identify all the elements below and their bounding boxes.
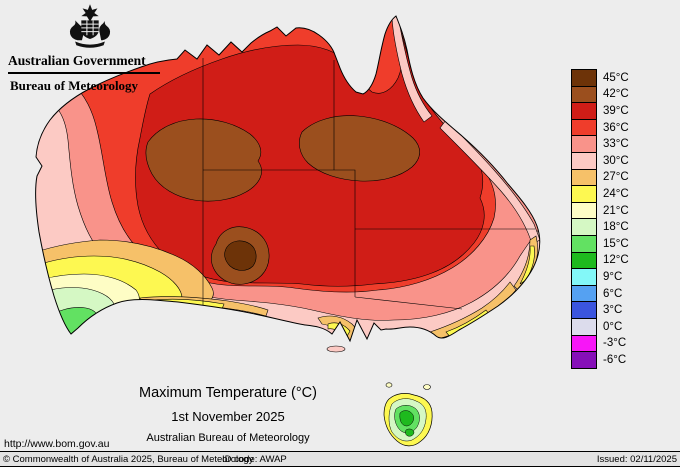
legend-row: 0°C: [571, 317, 629, 336]
legend-row: 24°C: [571, 185, 629, 203]
mainland-coastline: [35, 15, 541, 343]
legend-row: 45°C: [571, 69, 629, 87]
map-title: Maximum Temperature (°C): [139, 385, 317, 401]
legend-swatch: [571, 251, 597, 270]
legend-label: -3°C: [603, 337, 627, 350]
masthead: Australian Government Bureau of Meteorol…: [6, 2, 174, 94]
legend-label: 18°C: [603, 221, 629, 234]
legend-swatch: [571, 234, 597, 253]
footer-issued: Issued: 02/11/2025: [596, 454, 677, 465]
masthead-rule: [8, 72, 160, 74]
footer-copyright: © Commonwealth of Australia 2025, Bureau…: [3, 454, 254, 465]
legend-swatch: [571, 85, 597, 104]
legend-swatch: [571, 301, 597, 319]
legend-label: 6°C: [603, 287, 623, 300]
legend-row: 30°C: [571, 151, 629, 170]
legend-swatch: [571, 135, 597, 153]
bass-strait-island-east: [423, 384, 431, 390]
legend-swatch: [571, 317, 597, 336]
legend-swatch: [571, 201, 597, 220]
legend-row: 6°C: [571, 284, 629, 303]
temp-band-15-southwest: [39, 307, 98, 341]
legend-swatch: [571, 284, 597, 303]
kangaroo-island: [326, 345, 346, 353]
legend-row: 12°C: [571, 251, 629, 270]
legend-row: -6°C: [571, 351, 629, 369]
legend-label: 30°C: [603, 154, 629, 167]
legend-swatch: [571, 351, 597, 369]
bureau-title: Bureau of Meteorology: [10, 78, 139, 93]
temp-band-45-core: [224, 240, 257, 271]
bass-strait-island-west: [385, 382, 393, 388]
footer-id-code: ID code: AWAP: [222, 454, 287, 465]
legend-label: 12°C: [603, 254, 629, 267]
legend-label: 0°C: [603, 320, 623, 333]
legend-row: -3°C: [571, 334, 629, 353]
legend-row: 21°C: [571, 201, 629, 220]
footer-bar: © Commonwealth of Australia 2025, Bureau…: [0, 451, 680, 467]
legend-row: 3°C: [571, 301, 629, 319]
legend-label: 24°C: [603, 187, 629, 200]
coat-of-arms-icon: [69, 4, 111, 48]
legend-row: 9°C: [571, 268, 629, 286]
legend-row: 18°C: [571, 218, 629, 236]
legend-swatch: [571, 218, 597, 236]
legend-label: 33°C: [603, 138, 629, 151]
legend-row: 15°C: [571, 234, 629, 253]
legend-label: 27°C: [603, 171, 629, 184]
legend-label: 42°C: [603, 88, 629, 101]
legend-swatch: [571, 268, 597, 286]
legend-swatch: [571, 118, 597, 137]
state-borders: [202, 58, 535, 310]
legend-swatch: [571, 102, 597, 120]
legend-swatch: [571, 151, 597, 170]
legend-row: 33°C: [571, 135, 629, 153]
legend-row: 36°C: [571, 118, 629, 137]
tasmania: [383, 393, 433, 447]
tasmania-band-12: [399, 410, 414, 427]
map-date: 1st November 2025: [171, 409, 285, 424]
legend-swatch: [571, 334, 597, 353]
legend-swatch: [571, 168, 597, 187]
map-caption: Maximum Temperature (°C) 1st November 20…: [56, 385, 400, 444]
legend-row: 39°C: [571, 102, 629, 120]
temperature-legend: 45°C 42°C 39°C 36°C 33°C 30°C 27°C 24°C …: [571, 69, 629, 369]
legend-label: 39°C: [603, 104, 629, 117]
legend-label: -6°C: [603, 353, 627, 366]
temp-band-30-capeyork: [391, 16, 433, 123]
islands: [326, 345, 431, 390]
mainland: [35, 15, 541, 343]
temp-band-42-west: [145, 118, 262, 202]
legend-label: 21°C: [603, 204, 629, 217]
legend-label: 36°C: [603, 121, 629, 134]
temp-band-24-eastcoast: [519, 245, 535, 285]
bom-url: http://www.bom.gov.au: [4, 438, 110, 450]
map-source: Australian Bureau of Meteorology: [146, 432, 310, 444]
temp-band-42-east: [299, 115, 420, 182]
legend-label: 3°C: [603, 304, 623, 317]
legend-row: 27°C: [571, 168, 629, 187]
legend-swatch: [571, 69, 597, 87]
legend-swatch: [571, 185, 597, 203]
tasmania-band-12-south: [405, 428, 415, 437]
legend-label: 15°C: [603, 237, 629, 250]
government-title: Australian Government: [8, 53, 146, 68]
legend-label: 45°C: [603, 71, 629, 84]
legend-row: 42°C: [571, 85, 629, 104]
legend-label: 9°C: [603, 270, 623, 283]
